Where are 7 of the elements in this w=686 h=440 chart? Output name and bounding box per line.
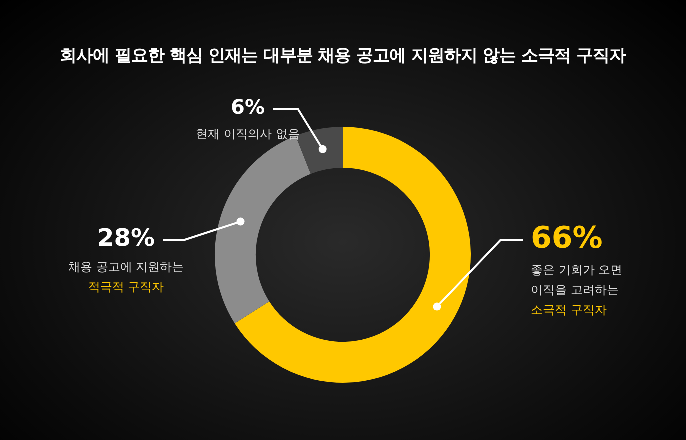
slice-label: 좋은 기회가 오면 이직을 고려하는 소극적 구직자 [531,263,623,318]
slice-label: 채용 공고에 지원하는 적극적 구직자 [68,260,184,294]
data-label: 6% [231,95,266,120]
slice-label: 현재 이직의사 없음 [196,127,300,142]
data-label: 28% [98,224,156,252]
chart-title: 회사에 필요한 핵심 인재는 대부분 채용 공고에 지원하지 않는 소극적 구직자 [59,45,628,67]
data-label: 66% [531,220,603,256]
